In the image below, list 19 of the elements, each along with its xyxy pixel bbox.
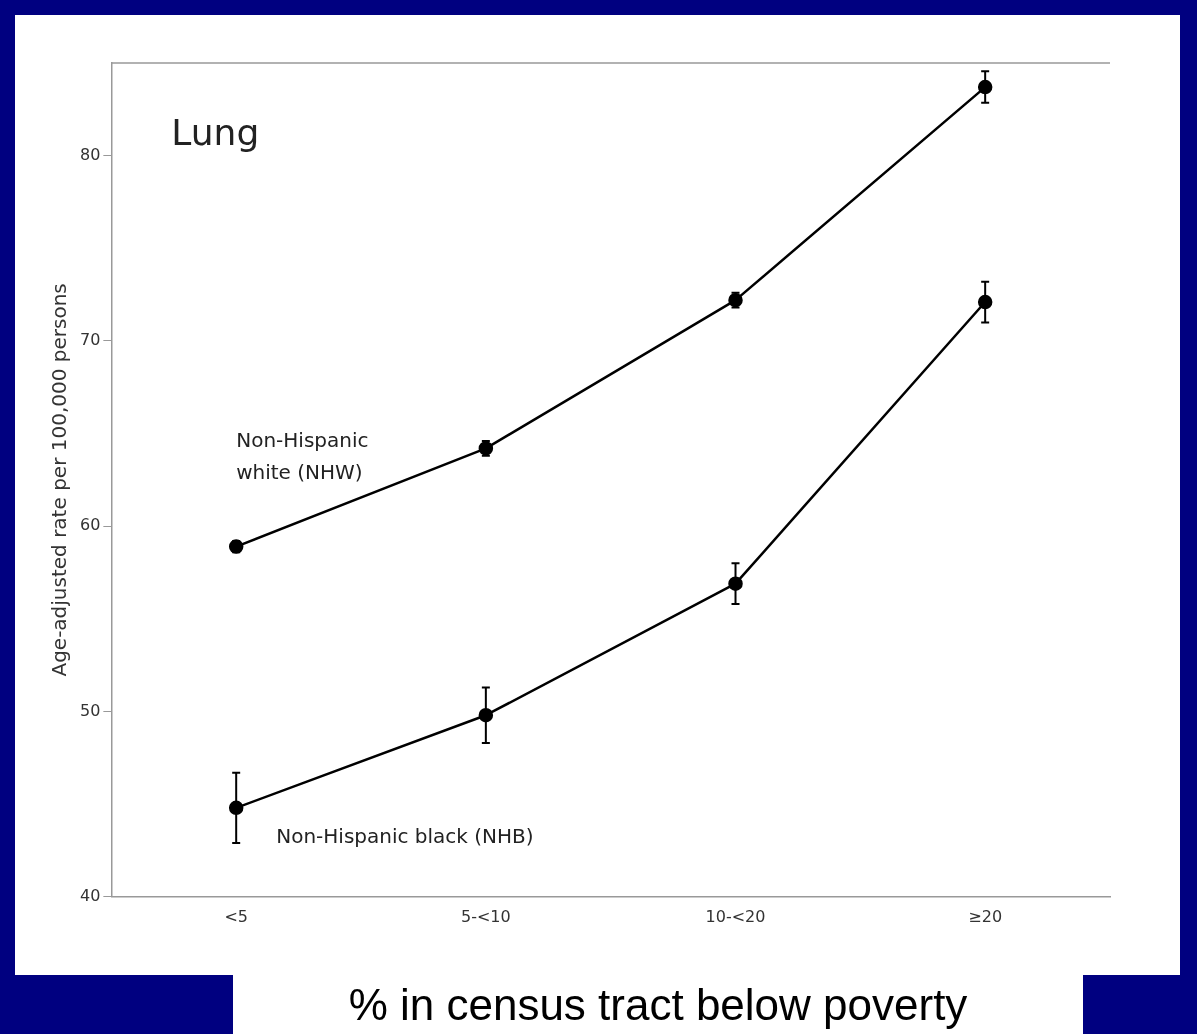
point [977,294,993,310]
x-tick-label: ≥20 [968,906,1003,926]
y-tick-label: 40 [80,885,101,905]
point [478,707,494,723]
text: Lung [171,112,260,154]
y-tick-label: 60 [80,515,101,535]
series-label: Non-Hispanic black (NHB) [276,824,534,849]
y-axis-title: Age-adjusted rate per 100,000 persons [47,283,72,677]
y-tick-label: 80 [80,144,101,164]
x-axis-title: % in census tract below poverty [233,955,1083,1034]
x-tick-label: 5-<10 [460,906,511,926]
series-label: Non-Hispanic white (NHW) [236,427,369,484]
point [228,800,244,816]
point [977,79,993,95]
x-tick-label: 10-<20 [705,906,766,926]
point [728,576,743,591]
y-tick-label: 50 [80,700,101,720]
x-tick-label: <5 [224,906,248,926]
y-tick-label: 70 [80,330,101,350]
